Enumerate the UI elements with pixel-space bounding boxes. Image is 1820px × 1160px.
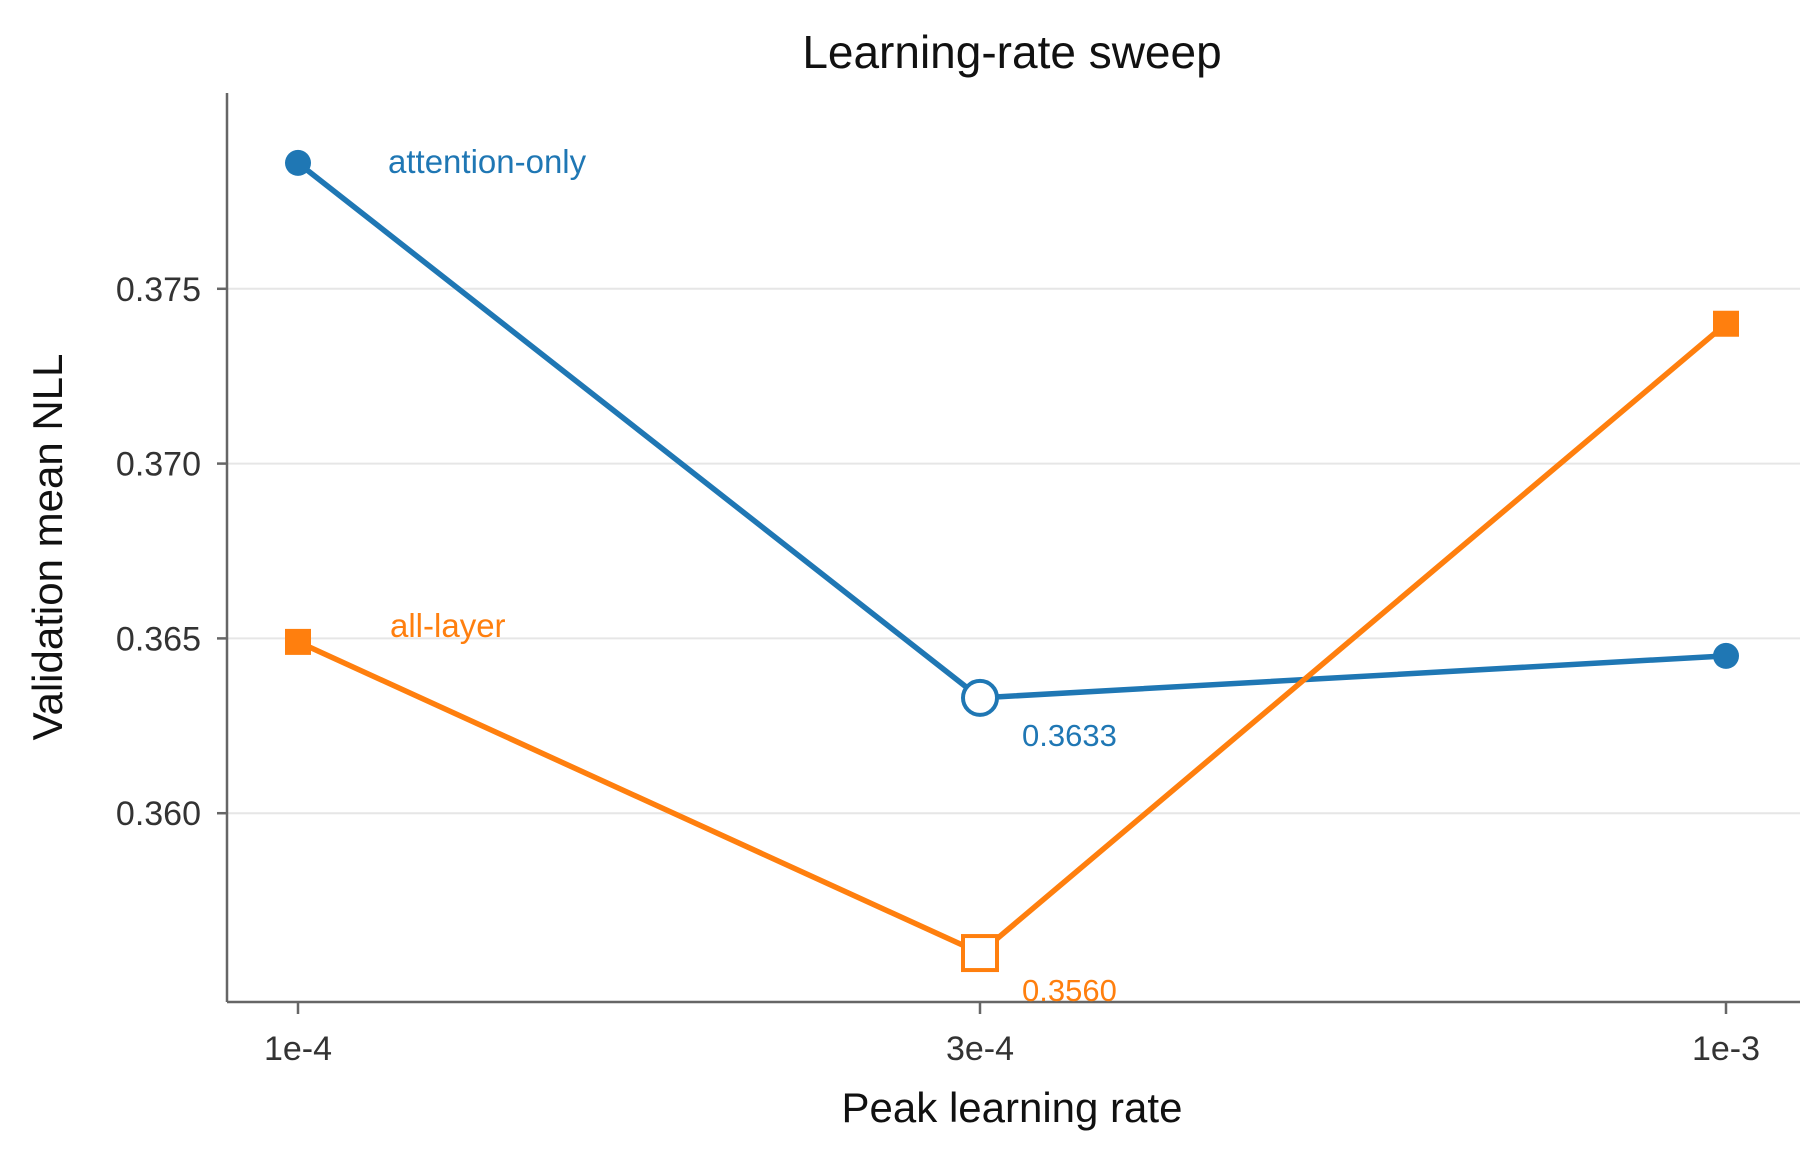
y-tick-label: 0.360 (116, 795, 201, 833)
y-tick-label: 0.375 (116, 271, 201, 309)
series-all-layer: all-layer 0.3560 (285, 310, 1739, 1008)
series-line (296, 160, 1727, 701)
best-point-marker (961, 678, 999, 717)
data-point (1713, 642, 1739, 669)
x-tick-label: 1e-3 (1692, 1030, 1760, 1068)
x-axis-ticks: 1e-4 3e-4 1e-3 (264, 1002, 1760, 1068)
y-axis-title: Validation mean NLL (24, 354, 71, 741)
best-value-label: 0.3560 (1022, 973, 1117, 1008)
chart-title: Learning-rate sweep (802, 26, 1221, 78)
x-axis-title: Peak learning rate (842, 1084, 1183, 1131)
x-tick-label: 1e-4 (264, 1030, 332, 1068)
best-point-marker (961, 934, 999, 973)
y-tick-label: 0.365 (116, 620, 201, 658)
series-attention-only: attention-only 0.3633 (285, 143, 1739, 753)
series-name-label: all-layer (390, 607, 506, 644)
series-layer: attention-only 0.3633 all-layer 0.3560 (285, 143, 1739, 1008)
y-tick-label: 0.370 (116, 446, 201, 484)
data-point (1713, 310, 1739, 337)
best-value-label: 0.3633 (1022, 718, 1117, 753)
data-point (285, 628, 311, 655)
y-axis-ticks: 0.360 0.365 0.370 0.375 (116, 271, 227, 833)
series-name-label: attention-only (388, 143, 587, 180)
data-point (285, 149, 311, 176)
grid-lines (227, 287, 1800, 815)
x-tick-label: 3e-4 (946, 1030, 1014, 1068)
